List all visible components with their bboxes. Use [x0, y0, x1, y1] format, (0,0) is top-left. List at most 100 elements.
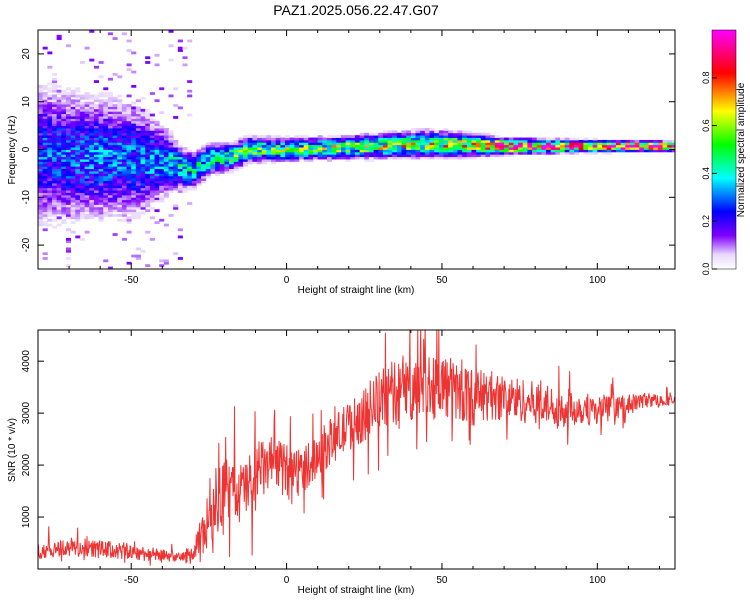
heatmap-cell — [103, 168, 109, 172]
heatmap-cell — [149, 187, 155, 191]
heatmap-cell — [121, 116, 127, 119]
heatmap-cell — [480, 149, 486, 153]
heatmap-cell — [51, 159, 58, 162]
heatmap-cell — [38, 101, 44, 105]
heatmap-cell — [308, 139, 314, 143]
heatmap-cell — [340, 142, 347, 146]
heatmap-cell — [93, 65, 99, 69]
heatmap-cell — [93, 182, 99, 186]
heatmap-cell — [61, 94, 67, 98]
heatmap-cell — [350, 151, 356, 155]
heatmap-cell — [182, 173, 188, 177]
heatmap-cell — [499, 142, 505, 146]
heatmap-cell — [135, 199, 141, 203]
heatmap-cell — [173, 168, 179, 172]
heatmap-cell — [252, 135, 258, 138]
heatmap-cell — [112, 73, 118, 76]
heatmap-cell — [443, 139, 449, 143]
heatmap-cell — [671, 142, 675, 146]
heatmap-cell — [163, 166, 169, 170]
heatmap-cell — [373, 154, 379, 158]
heatmap-cell — [364, 139, 370, 143]
heatmap-cell — [657, 142, 663, 146]
heatmap-cell — [196, 156, 202, 160]
heatmap-cell — [606, 142, 612, 146]
heatmap-cell — [42, 194, 48, 198]
heatmap-cell — [406, 156, 412, 160]
heatmap-cell — [387, 137, 393, 141]
heatmap-cell — [294, 135, 300, 138]
heatmap-cell — [112, 182, 118, 186]
heatmap-cell — [65, 120, 72, 124]
heatmap-cell — [191, 151, 197, 155]
heatmap-cell — [308, 159, 314, 162]
heatmap-cell — [368, 144, 374, 148]
heatmap-cell — [471, 142, 477, 146]
heatmap-cell — [93, 168, 99, 172]
heatmap-cell — [65, 214, 72, 217]
heatmap-cell — [131, 139, 137, 143]
heatmap-cell — [410, 151, 416, 155]
heatmap-cell — [201, 178, 207, 181]
heatmap-cell — [61, 168, 67, 172]
heatmap-cell — [163, 132, 169, 136]
heatmap-cell — [47, 202, 53, 205]
heatmap-cell — [466, 132, 472, 136]
heatmap-cell — [103, 106, 109, 110]
heatmap-cell — [191, 166, 197, 170]
heatmap-cell — [61, 204, 67, 208]
heatmap-cell — [373, 151, 379, 155]
heatmap-cell — [70, 94, 76, 98]
heatmap-cell — [93, 194, 99, 198]
heatmap-cell — [159, 132, 165, 136]
heatmap-cell — [103, 211, 109, 215]
heatmap-cell — [65, 228, 72, 232]
heatmap-cell — [476, 137, 482, 141]
heatmap-cell — [42, 118, 48, 122]
heatmap-cell — [392, 156, 398, 160]
heatmap-cell — [564, 139, 570, 143]
heatmap-cell — [84, 202, 90, 205]
heatmap-cell — [38, 137, 44, 141]
heatmap-cell — [126, 106, 132, 110]
heatmap-cell — [429, 127, 435, 131]
heatmap-cell — [145, 163, 151, 167]
heatmap-cell — [117, 106, 123, 110]
heatmap-cell — [135, 202, 141, 205]
heatmap-cell — [107, 99, 113, 103]
heatmap-cell — [401, 144, 407, 148]
heatmap-cell — [247, 149, 253, 153]
heatmap-cell — [42, 228, 48, 232]
heatmap-cell — [149, 163, 155, 167]
heatmap-cell — [70, 106, 76, 110]
heatmap-cell — [378, 135, 384, 138]
heatmap-cell — [205, 159, 211, 162]
heatmap-cell — [508, 139, 514, 143]
heatmap-cell — [219, 156, 225, 160]
heatmap-cell — [65, 147, 72, 150]
heatmap-cell — [326, 144, 333, 148]
heatmap-cell — [103, 92, 109, 95]
heatmap-cell — [322, 144, 328, 148]
heatmap-cell — [56, 89, 62, 93]
heatmap-cell — [79, 202, 86, 205]
heatmap-cell — [238, 161, 244, 165]
heatmap-cell — [47, 178, 53, 181]
heatmap-cell — [299, 151, 305, 155]
heatmap-cell — [107, 185, 113, 189]
heatmap-cell — [98, 204, 104, 208]
heatmap-cell — [350, 154, 356, 158]
heatmap-cell — [61, 166, 67, 170]
heatmap-cell — [131, 185, 137, 189]
heatmap-cell — [98, 161, 104, 165]
heatmap-cell — [159, 190, 165, 193]
heatmap-cell — [126, 163, 132, 167]
heatmap-cell — [532, 149, 538, 153]
heatmap-cell — [252, 142, 258, 146]
heatmap-cell — [331, 144, 337, 148]
heatmap-cell — [145, 137, 151, 141]
heatmap-cell — [61, 159, 67, 162]
heatmap-cell — [103, 147, 109, 150]
heatmap-cell — [65, 237, 72, 241]
heatmap-cell — [135, 149, 141, 153]
